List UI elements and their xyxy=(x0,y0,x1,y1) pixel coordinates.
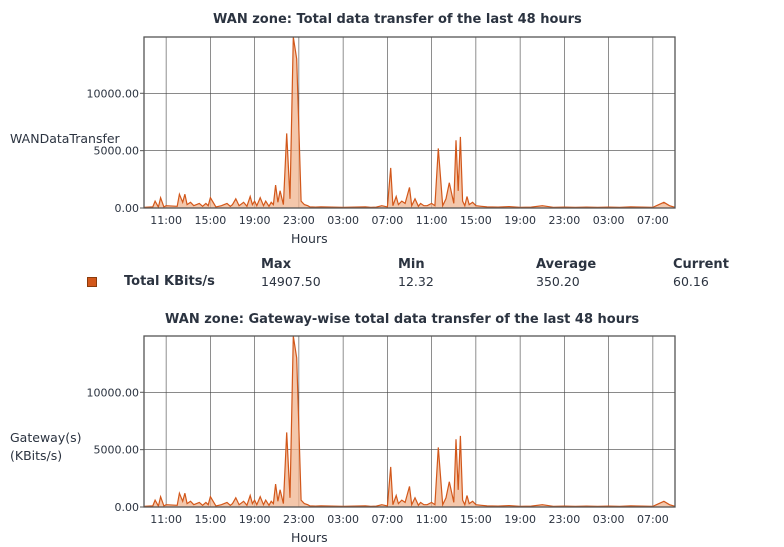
chart1-x-tick-label: 03:00 xyxy=(593,214,625,227)
chart1-x-tick-label: 03:00 xyxy=(327,214,359,227)
chart2-x-tick-label: 19:00 xyxy=(504,513,536,526)
chart2-x-tick-label: 03:00 xyxy=(593,513,625,526)
chart2-x-tick-label: 15:00 xyxy=(195,513,227,526)
chart2-x-tick-label: 23:00 xyxy=(283,513,315,526)
chart2-x-tick-label: 07:00 xyxy=(372,513,404,526)
chart2-plot-area xyxy=(144,336,675,507)
chart1-x-tick-label: 15:00 xyxy=(195,214,227,227)
legend-value-current: 60.16 xyxy=(673,274,709,289)
chart2-title: WAN zone: Gateway-wise total data transf… xyxy=(165,312,640,327)
chart2-x-tick-label: 11:00 xyxy=(416,513,448,526)
chart2-y-tick-label: 10000.00 xyxy=(87,386,140,399)
chart2-y-tick-label: 0.00 xyxy=(115,501,140,514)
chart1-x-tick-label: 07:00 xyxy=(372,214,404,227)
chart2-frame xyxy=(143,335,676,508)
legend-swatch xyxy=(87,277,97,287)
chart2-series-line xyxy=(143,336,676,508)
chart1-x-tick-label: 23:00 xyxy=(283,214,315,227)
chart1-y-tick-label: 10000.00 xyxy=(87,87,140,100)
chart1-x-tick-label: 15:00 xyxy=(460,214,492,227)
chart2-x-tick-label: 23:00 xyxy=(549,513,581,526)
chart2-xlabel: Hours xyxy=(291,530,328,545)
legend-value-average: 350.20 xyxy=(536,274,580,289)
chart1-x-tick-label: 11:00 xyxy=(150,214,182,227)
chart2-ylabel-line2: (KBits/s) xyxy=(10,448,63,463)
legend-header-min: Min xyxy=(398,257,425,272)
legend-series-name: Total KBits/s xyxy=(124,274,215,289)
chart2-y-tick-label: 5000.00 xyxy=(94,444,140,457)
legend-header-max: Max xyxy=(261,257,292,272)
chart1-xlabel: Hours xyxy=(291,231,328,246)
chart1-x-tick-label: 19:00 xyxy=(504,214,536,227)
chart2-x-tick-label: 19:00 xyxy=(239,513,271,526)
chart2-x-tick-label: 03:00 xyxy=(327,513,359,526)
legend-header-current: Current xyxy=(673,257,729,272)
legend-value-max: 14907.50 xyxy=(261,274,321,289)
chart1-series-line xyxy=(143,37,676,209)
chart1-y-tick-label: 5000.00 xyxy=(94,145,140,158)
chart1-x-tick-label: 11:00 xyxy=(416,214,448,227)
chart1-x-tick-label: 07:00 xyxy=(637,214,669,227)
chart1-ylabel: WANDataTransfer xyxy=(10,131,120,146)
chart1-x-tick-label: 23:00 xyxy=(549,214,581,227)
chart2-x-tick-label: 07:00 xyxy=(637,513,669,526)
chart1-x-tick-label: 19:00 xyxy=(239,214,271,227)
chart1-frame xyxy=(143,36,676,209)
chart1-y-tick-label: 0.00 xyxy=(115,202,140,215)
legend-header-average: Average xyxy=(536,257,597,272)
chart2-x-tick-label: 11:00 xyxy=(150,513,182,526)
legend-value-min: 12.32 xyxy=(398,274,434,289)
chart1-title: WAN zone: Total data transfer of the las… xyxy=(213,12,582,27)
chart2-ylabel-line1: Gateway(s) xyxy=(10,430,82,445)
chart2-x-tick-label: 15:00 xyxy=(460,513,492,526)
chart1-plot-area xyxy=(144,37,675,208)
